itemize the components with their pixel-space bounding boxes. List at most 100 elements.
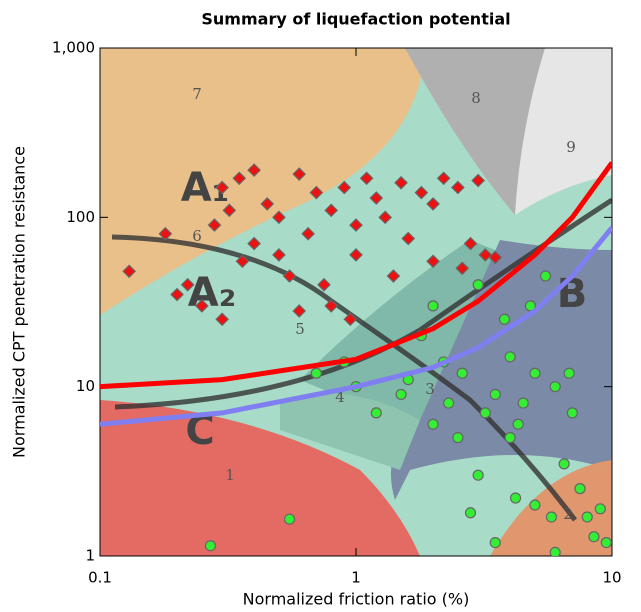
data-point: [310, 367, 322, 379]
data-point: [529, 499, 541, 511]
x-tick-label: 0.1: [88, 569, 112, 587]
data-point: [414, 185, 429, 200]
zone-label: 7: [192, 85, 202, 103]
data-point: [309, 185, 324, 200]
data-point: [426, 254, 440, 269]
data-point: [512, 418, 524, 430]
data-point: [574, 483, 586, 495]
data-point: [207, 218, 222, 232]
data-point: [594, 503, 606, 515]
data-point: [170, 287, 184, 302]
data-point: [545, 511, 558, 523]
data-point: [478, 248, 493, 262]
data-point: [456, 367, 468, 379]
data-point: [386, 269, 401, 283]
data-point: [272, 210, 286, 225]
data-point: [158, 226, 173, 241]
plot-area: [100, 161, 612, 556]
data-point: [301, 226, 315, 241]
data-point: [463, 236, 478, 251]
data-point: [247, 163, 261, 177]
data-point: [337, 180, 352, 195]
data-point: [215, 312, 229, 327]
data-point: [349, 248, 363, 262]
data-point: [235, 254, 250, 269]
data-point: [343, 312, 358, 327]
data-point: [443, 397, 455, 409]
data-point: [455, 261, 470, 276]
data-point: [401, 231, 416, 246]
y-tick-label: 10: [76, 377, 95, 395]
data-point: [292, 304, 307, 318]
zone-label: A₂: [188, 270, 236, 316]
data-point: [283, 513, 296, 525]
zone-label: 1: [225, 466, 235, 484]
zone-label: 6: [192, 227, 202, 245]
data-point: [260, 197, 275, 211]
zone-label: 3: [425, 380, 435, 398]
data-point: [370, 407, 382, 419]
zone-label: 9: [566, 138, 576, 156]
data-point: [395, 388, 407, 401]
data-point: [324, 203, 339, 218]
data-point: [222, 203, 237, 218]
data-point: [489, 536, 501, 549]
data-point: [472, 469, 484, 481]
zone-label: 4: [335, 388, 345, 406]
data-point: [247, 236, 261, 251]
data-point: [504, 351, 516, 363]
data-point: [581, 511, 593, 523]
zone-label: 8: [471, 89, 481, 107]
data-point: [394, 175, 408, 190]
data-point: [272, 248, 286, 262]
background-zones: [100, 48, 612, 556]
data-point: [529, 367, 541, 379]
data-point: [488, 250, 503, 265]
data-point: [452, 432, 464, 444]
zone-label: 5: [295, 320, 305, 338]
data-point: [427, 300, 439, 312]
data-point: [122, 264, 137, 279]
data-point: [489, 388, 501, 401]
data-point: [472, 279, 484, 291]
x-tick-label: 10: [602, 569, 621, 587]
data-point: [292, 167, 307, 181]
data-point: [558, 458, 570, 470]
data-point: [504, 432, 516, 444]
data-point: [324, 299, 339, 313]
x-tick-label: 1: [351, 569, 361, 587]
x-axis-label: Normalized friction ratio (%): [243, 590, 470, 609]
data-point: [369, 191, 384, 205]
data-point: [479, 407, 491, 419]
data-point: [180, 277, 195, 292]
data-point: [215, 180, 229, 195]
data-point: [426, 197, 440, 211]
zone-label: 2: [563, 505, 573, 523]
y-tick-label: 1: [85, 547, 95, 565]
data-point: [471, 173, 485, 188]
data-point: [204, 540, 217, 552]
data-point: [282, 269, 297, 283]
data-point: [600, 536, 612, 549]
data-point: [566, 407, 578, 419]
data-point: [427, 418, 439, 430]
data-point: [359, 171, 374, 186]
data-point: [349, 218, 363, 232]
curve: [100, 161, 612, 390]
y-tick-label: 100: [66, 208, 95, 226]
data-point: [498, 313, 511, 325]
data-point: [539, 270, 552, 282]
data-point: [549, 546, 561, 556]
curve: [100, 225, 612, 427]
data-point: [378, 210, 393, 225]
data-point: [451, 180, 465, 195]
data-point: [464, 507, 477, 519]
data-point: [563, 367, 575, 379]
data-point: [509, 492, 522, 504]
y-tick-label: 1,000: [52, 39, 95, 57]
y-axis-label: Normalized CPT penetration resistance: [10, 146, 29, 458]
data-point: [588, 531, 600, 543]
data-point: [517, 397, 529, 409]
data-point: [524, 300, 536, 312]
